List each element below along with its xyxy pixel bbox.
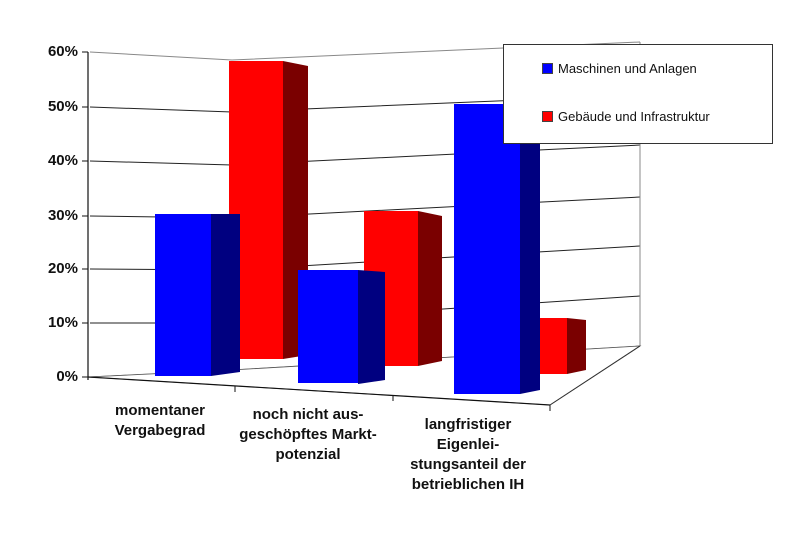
legend-item-gebaeude: Gebäude und Infrastruktur — [542, 109, 710, 124]
y-tick-label: 50% — [47, 98, 78, 115]
legend-label: Gebäude und Infrastruktur — [558, 109, 710, 124]
category-label-marktpotenzial: noch nicht aus- geschöpftes Markt- poten… — [239, 406, 377, 463]
y-tick-label: 30% — [47, 207, 78, 224]
y-axis-ticks — [82, 51, 88, 378]
legend-label: Maschinen und Anlagen — [558, 61, 697, 76]
legend-item-maschinen: Maschinen und Anlagen — [542, 61, 697, 76]
x-axis — [87, 376, 551, 406]
series-maschinen-bars — [155, 104, 540, 394]
series-gebaeude-bars — [229, 61, 586, 374]
category-label-eigenleistungsanteil: langfristiger Eigenlei- stungsanteil der… — [410, 416, 526, 493]
y-tick-label: 20% — [47, 260, 78, 277]
x-axis-ticks — [234, 386, 551, 411]
y-tick-label: 40% — [47, 152, 78, 169]
y-tick-label: 0% — [56, 368, 78, 385]
y-tick-label: 10% — [47, 314, 78, 331]
legend-swatch-blue-icon — [542, 63, 553, 74]
category-label-vergabegrad: momentaner Vergabegrad — [114, 402, 206, 439]
legend-swatch-red-icon — [542, 111, 553, 122]
y-tick-label: 60% — [47, 43, 78, 60]
legend: Maschinen und Anlagen Gebäude und Infras… — [503, 44, 773, 144]
